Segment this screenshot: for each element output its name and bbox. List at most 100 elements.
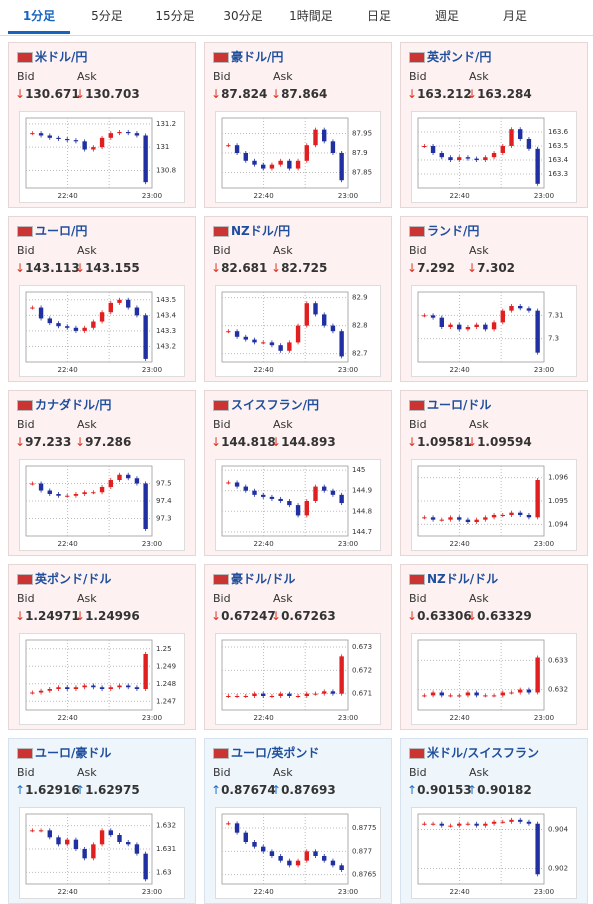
- pair-name[interactable]: 米ドル/スイスフラン: [427, 746, 540, 760]
- flag-icon: [17, 226, 33, 237]
- candle-body: [439, 519, 444, 521]
- rate-card[interactable]: カナダドル/円 Bid Ask ↓97.233 ↓97.286 97.3 97.4 97.5 2…: [8, 390, 196, 556]
- tab-bar: 1分足 5分足 15分足 30分足 1時間足 日足 週足 月足: [0, 0, 593, 36]
- tab[interactable]: 日足: [366, 9, 391, 23]
- candle-body: [483, 324, 488, 330]
- candle-body: [474, 823, 479, 826]
- bid: 0.87674: [221, 783, 276, 797]
- direction-arrow: ↓: [211, 435, 222, 449]
- rate-card[interactable]: ユーロ/ドル Bid Ask ↓1.09581 ↓1.09594 1.094 1.095 1.…: [400, 390, 588, 556]
- rate-card[interactable]: ユーロ/円 Bid Ask ↓143.113 ↓143.155 143.2 143.3 143…: [8, 216, 196, 382]
- pair-name[interactable]: 米ドル/円: [35, 50, 88, 64]
- rate-card[interactable]: スイスフラン/円 Bid Ask ↓144.818 ↓144.893 144.7 144.8…: [204, 390, 392, 556]
- ask: 82.725: [281, 261, 328, 275]
- candle-body: [82, 327, 87, 331]
- candle-body: [91, 147, 96, 150]
- x-tick-label: 23:00: [534, 192, 554, 200]
- y-tick-label: 87.9: [352, 149, 368, 157]
- direction-arrow: ↑: [211, 783, 222, 797]
- candle-body: [518, 819, 523, 822]
- candle-body: [304, 693, 309, 696]
- bid-value: ↓0.63306: [407, 609, 472, 623]
- candle-body: [287, 860, 292, 866]
- direction-arrow: ↑: [467, 783, 478, 797]
- tab[interactable]: 月足: [502, 9, 527, 23]
- rate-card[interactable]: 米ドル/円 Bid Ask ↓130.671 ↓130.703 130.8 131 131.2…: [8, 42, 196, 208]
- rate-card[interactable]: NZドル/ドル Bid Ask ↓0.63306 ↓0.63329 0.632 0.633 2…: [400, 564, 588, 730]
- bid-label: Bid: [17, 70, 35, 83]
- candle-body: [143, 483, 148, 529]
- direction-arrow: ↓: [211, 609, 222, 623]
- candle-body: [82, 849, 87, 859]
- candle-body: [226, 482, 231, 484]
- ask: 143.155: [85, 261, 140, 275]
- candle-body: [143, 135, 148, 183]
- ask-value: ↑0.87693: [271, 783, 336, 797]
- pair-name[interactable]: スイスフラン/円: [231, 398, 320, 412]
- y-tick-label: 97.4: [156, 497, 172, 505]
- candle-body: [535, 148, 540, 184]
- ask-label: Ask: [469, 418, 489, 431]
- rate-card[interactable]: NZドル/円 Bid Ask ↓82.681 ↓82.725 82.7 82.8 82.9 22…: [204, 216, 392, 382]
- pair-name[interactable]: ユーロ/英ポンド: [231, 746, 320, 760]
- tab[interactable]: 週足: [434, 9, 459, 23]
- candle-body: [474, 158, 479, 160]
- y-tick-label: 143.4: [156, 311, 177, 319]
- bid: 0.90153: [417, 783, 472, 797]
- candle-body: [295, 696, 301, 697]
- y-tick-label: 82.9: [352, 294, 368, 302]
- tab[interactable]: 1分足: [8, 0, 70, 34]
- pair-name[interactable]: ユーロ/ドル: [427, 398, 492, 412]
- pair-name[interactable]: NZドル/ドル: [427, 572, 499, 586]
- bid-label: Bid: [17, 244, 35, 257]
- pair-name[interactable]: ユーロ/豪ドル: [35, 746, 112, 760]
- pair-name[interactable]: カナダドル/円: [35, 398, 112, 412]
- rate-card[interactable]: 英ポンド/円 Bid Ask ↓163.212 ↓163.284 163.3 163.4 16…: [400, 42, 588, 208]
- y-tick-label: 143.2: [156, 342, 176, 350]
- rate-card[interactable]: 英ポンド/ドル Bid Ask ↓1.24971 ↓1.24996 1.247 1.248 1…: [8, 564, 196, 730]
- candle-body: [82, 685, 87, 688]
- flag-icon: [17, 52, 33, 63]
- candle-body: [38, 307, 44, 319]
- pair-name[interactable]: 英ポンド/ドル: [35, 572, 112, 586]
- pair-name[interactable]: 英ポンド/円: [427, 50, 492, 64]
- pair-name[interactable]: NZドル/円: [231, 224, 291, 238]
- tab[interactable]: 1時間足: [289, 9, 333, 23]
- candle-body: [56, 837, 61, 845]
- candle-body: [73, 140, 79, 142]
- candle-body: [339, 865, 344, 870]
- rate-card[interactable]: ユーロ/豪ドル Bid Ask ↑1.62916 ↑1.62975 1.63 1.631 1.…: [8, 738, 196, 904]
- pair-name[interactable]: 豪ドル/ドル: [231, 572, 296, 586]
- y-tick-label: 1.25: [156, 645, 172, 653]
- tab[interactable]: 5分足: [91, 9, 123, 23]
- candle-body: [422, 315, 427, 317]
- direction-arrow: ↓: [211, 87, 222, 101]
- x-tick-label: 22:40: [449, 366, 469, 374]
- pair-name[interactable]: ユーロ/円: [35, 224, 88, 238]
- candle-body: [330, 325, 336, 332]
- tab[interactable]: 30分足: [223, 9, 263, 23]
- bid-label: Bid: [213, 418, 231, 431]
- tab[interactable]: 15分足: [155, 9, 195, 23]
- pair-name[interactable]: ランド/円: [427, 224, 480, 238]
- rate-card[interactable]: 米ドル/スイスフラン Bid Ask ↑0.90153 ↑0.90182 0.902 0.9…: [400, 738, 588, 904]
- y-tick-label: 163.6: [548, 128, 569, 136]
- candle-body: [339, 656, 344, 694]
- candle-body: [269, 342, 275, 346]
- rate-card[interactable]: ユーロ/英ポンド Bid Ask ↑0.87674 ↑0.87693 0.8765 0.87…: [204, 738, 392, 904]
- rate-card[interactable]: 豪ドル/ドル Bid Ask ↓0.67247 ↓0.67263 0.671 0.672 0.…: [204, 564, 392, 730]
- mini-chart: 1.63 1.631 1.632 22:40 23:00: [19, 807, 185, 899]
- candle-body: [518, 306, 523, 309]
- ask-value: ↓0.67263: [271, 609, 336, 623]
- rate-card[interactable]: ランド/円 Bid Ask ↓7.292 ↓7.302 7.3 7.31 22:40 23:00: [400, 216, 588, 382]
- pair-name[interactable]: 豪ドル/円: [231, 50, 284, 64]
- candle-body: [38, 133, 44, 136]
- ask-value: ↓82.725: [271, 261, 327, 275]
- candle-body: [30, 830, 35, 832]
- candle-body: [38, 483, 44, 491]
- candle-body: [500, 692, 505, 696]
- candle-body: [465, 327, 471, 330]
- x-tick-label: 22:40: [57, 714, 77, 722]
- rate-card[interactable]: 豪ドル/円 Bid Ask ↓87.824 ↓87.864 87.85 87.9 87.95 2…: [204, 42, 392, 208]
- candle-body: [457, 517, 462, 520]
